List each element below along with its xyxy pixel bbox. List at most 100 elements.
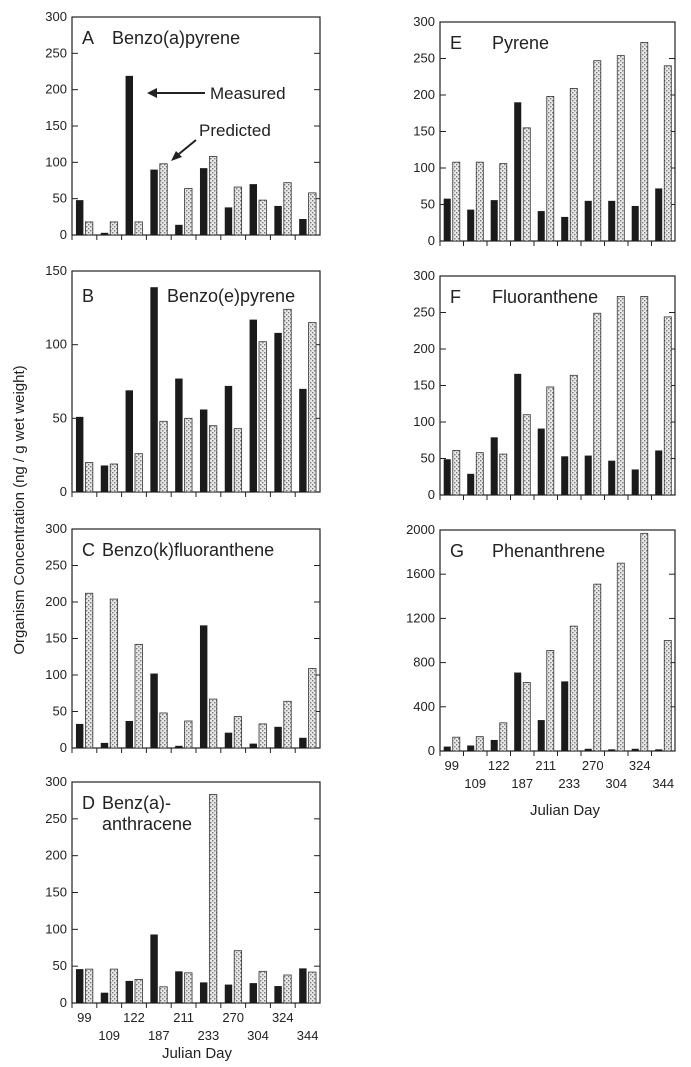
panel-g-measured-bar <box>537 720 545 751</box>
panel-b-predicted-bar <box>308 322 317 493</box>
panel-g-measured-bar <box>490 739 498 751</box>
panel-f-measured-bar <box>514 373 522 495</box>
panel-d-measured-bar <box>175 971 183 1003</box>
panel-f: 0 50 100 150 200 250 300 F Fluoranthene <box>413 268 676 502</box>
panel-f-measured-bar <box>584 455 592 495</box>
panel-e-measured-bar <box>631 205 639 241</box>
panel-a-predicted-bar <box>233 186 243 236</box>
panel-e-predicted-bar <box>499 163 508 242</box>
y-axis-label: Organism Concentration (ng / g wet weigh… <box>11 365 28 654</box>
x-axis-label-right: Julian Day <box>530 802 601 819</box>
panel-f-predicted-bar <box>452 450 461 496</box>
panel-a-frame <box>71 16 321 236</box>
panel-f-predicted-bar <box>522 414 531 496</box>
panel-c-predicted-bar <box>184 720 193 749</box>
panel-b-measured-bar <box>100 465 109 492</box>
y-tick-label: 200 <box>413 87 435 102</box>
panel-g-measured-bar <box>608 749 616 751</box>
panel-a-predicted-bar <box>184 188 193 236</box>
panel-d-letter: D <box>82 793 95 813</box>
panel-a-predicted-bar <box>258 199 267 236</box>
panel-c-predicted-bar <box>134 643 143 749</box>
panel-c-measured-bar <box>224 732 233 748</box>
y-tick-label: 250 <box>45 45 67 60</box>
panel-e-measured-bar <box>608 200 616 241</box>
panel-b-predicted-bar <box>258 341 267 493</box>
panel-b-measured-bar <box>249 319 257 492</box>
x-tick-label: 304 <box>605 776 627 791</box>
panel-c-measured-bar <box>249 743 257 748</box>
panel-b-predicted-bar <box>159 420 168 493</box>
panel-f-measured-bar <box>490 437 498 495</box>
panel-e: 0 50 100 150 200 250 300 E Pyrene <box>413 14 676 248</box>
panel-g-measured-bar <box>561 681 569 751</box>
x-tick-label: 324 <box>629 758 651 773</box>
panel-f-measured-bar <box>537 428 545 495</box>
panel-c-predicted-bar <box>283 700 292 749</box>
panel-d-measured-bar <box>150 934 158 1003</box>
y-tick-label: 250 <box>413 305 435 320</box>
y-tick-label: 50 <box>53 191 67 206</box>
y-tick-label: 250 <box>45 811 67 826</box>
x-tick-label: 270 <box>222 1010 244 1025</box>
panel-a-measured-bar <box>75 200 84 235</box>
panel-g-predicted-bar <box>546 650 555 752</box>
panel-d-predicted-bar <box>159 986 168 1004</box>
x-tick-label: 270 <box>582 758 604 773</box>
y-tick-label: 0 <box>60 484 67 499</box>
panel-a-measured-bar <box>224 207 233 235</box>
panel-c-measured-bar <box>299 737 307 748</box>
panel-c-measured-bar <box>150 673 158 748</box>
y-tick-label: 2000 <box>406 522 435 537</box>
panel-b-predicted-bar <box>283 308 292 493</box>
x-axis-label-left: Julian Day <box>162 1045 233 1062</box>
measured-arrowhead <box>147 88 157 98</box>
measured-annotation: Measured <box>147 84 286 103</box>
panel-e-measured-bar <box>467 209 475 241</box>
panel-b-measured-bar <box>125 390 133 492</box>
y-tick-label: 250 <box>413 51 435 66</box>
panel-g-predicted-bar <box>452 736 461 752</box>
panel-e-predicted-bar <box>616 55 625 242</box>
predicted-annotation: Predicted <box>171 121 271 161</box>
panel-d-measured-bar <box>299 968 307 1003</box>
panel-g-measured-bar <box>467 745 475 751</box>
panel-g-predicted-bar <box>569 625 578 752</box>
panel-a-measured-bar <box>175 224 183 235</box>
y-tick-label: 300 <box>45 9 67 24</box>
panel-b-measured-bar <box>175 378 183 492</box>
panel-c-predicted-bar <box>109 598 119 749</box>
panel-e-predicted-bar <box>522 127 531 242</box>
panel-e-predicted-bar <box>475 161 484 242</box>
panel-f-predicted-bar <box>569 374 578 496</box>
y-tick-label: 1600 <box>406 566 435 581</box>
panel-f-measured-bar <box>631 469 639 495</box>
panel-e-predicted-bar <box>569 88 578 242</box>
panel-g-letter: G <box>450 541 464 561</box>
panel-b-predicted-bar <box>109 463 119 493</box>
x-tick-label: 233 <box>558 776 580 791</box>
panel-c-title: Benzo(k)fluoranthene <box>102 540 274 560</box>
y-tick-label: 0 <box>60 227 67 242</box>
panel-c: 0 50 100 150 200 250 300 C Benzo(k)fluoranthene <box>45 521 321 755</box>
panel-f-measured-bar <box>467 473 475 495</box>
measured-label: Measured <box>210 84 286 103</box>
panel-e-letter: E <box>450 33 462 53</box>
x-tick-label: 211 <box>535 758 556 773</box>
y-tick-label: 50 <box>53 958 67 973</box>
y-tick-label: 300 <box>413 14 435 29</box>
panel-c-predicted-bar <box>208 698 218 749</box>
panel-f-title: Fluoranthene <box>492 287 598 307</box>
panel-b-measured-bar <box>75 416 84 492</box>
panel-e-measured-bar <box>490 200 498 241</box>
panel-c-measured-bar <box>274 726 282 748</box>
panel-a-predicted-bar <box>85 221 94 236</box>
panel-b-measured-bar <box>224 385 233 492</box>
panel-e-predicted-bar <box>663 65 672 242</box>
panel-d-measured-bar <box>75 969 84 1003</box>
y-tick-label: 50 <box>421 451 435 466</box>
panel-e-measured-bar <box>443 198 451 241</box>
x-tick-label: 304 <box>247 1028 269 1043</box>
panel-d-predicted-bar <box>85 968 94 1004</box>
panel-a-predicted-bar <box>134 221 143 236</box>
